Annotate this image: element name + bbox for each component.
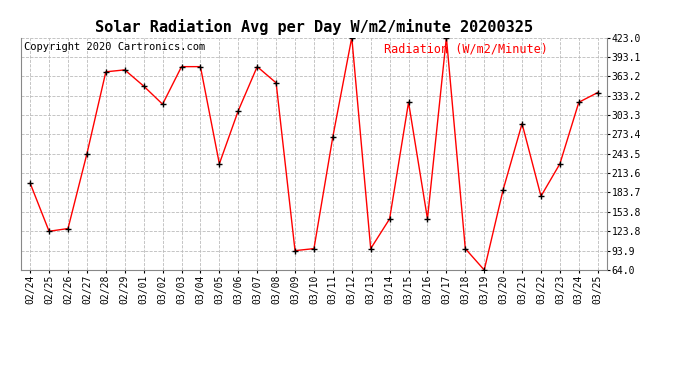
Text: Copyright 2020 Cartronics.com: Copyright 2020 Cartronics.com [23,42,205,52]
Title: Solar Radiation Avg per Day W/m2/minute 20200325: Solar Radiation Avg per Day W/m2/minute … [95,19,533,35]
Text: Radiation (W/m2/Minute): Radiation (W/m2/Minute) [384,42,548,55]
